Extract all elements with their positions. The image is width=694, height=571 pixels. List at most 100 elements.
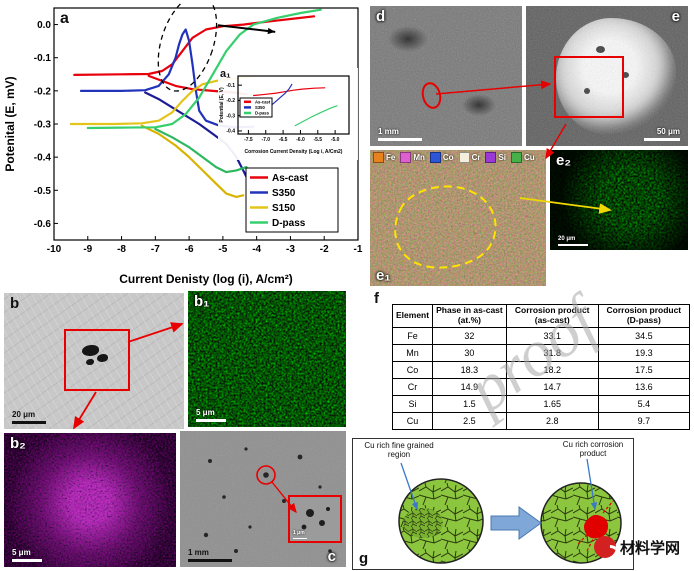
scalebar-c: 1 mm — [188, 549, 232, 562]
svg-text:-2: -2 — [320, 244, 329, 255]
corrosion-current-inset-chart: -7.5 -7.0 -6.5 -6.0 -5.5 -5.0 -0.1 -0.2 -0.3 -0.4… — [218, 68, 354, 161]
magnified-area-rect-annotation — [64, 329, 130, 391]
panel-d-sem-image: d 1 mm — [370, 6, 522, 146]
svg-text:-0.5: -0.5 — [34, 186, 52, 197]
fe-color-swatch — [373, 152, 384, 163]
eds-chip-si: Si — [485, 152, 506, 163]
table-row: Co 18.3 18.2 17.5 — [391, 360, 691, 379]
scalebar-d: 1 mm — [378, 128, 422, 141]
svg-text:-1: -1 — [354, 244, 363, 255]
cu-map-noise-texture — [188, 291, 346, 427]
scalebar-b1: 5 μm — [196, 409, 226, 422]
sem-noise-texture — [526, 6, 688, 146]
panel-label-d: d — [376, 8, 386, 25]
brand-logo-icon — [594, 536, 616, 558]
inclusion-particle — [86, 359, 94, 365]
scalebar-b1-bar — [196, 419, 226, 422]
svg-text:-6: -6 — [185, 244, 194, 255]
svg-text:S350: S350 — [272, 188, 296, 199]
scalebar-c-inset: 1 μm — [293, 529, 307, 539]
scalebar-e2-bar — [558, 244, 588, 246]
scalebar-d-bar — [378, 138, 422, 141]
mn-color-swatch — [400, 152, 412, 163]
svg-text:Corrosion Current Density (Log: Corrosion Current Density (Log i, A/Cm2) — [245, 149, 343, 155]
fine-grained-region — [403, 508, 443, 538]
eds-noise-texture — [370, 150, 546, 286]
eds-chip-cu: Cu — [511, 152, 535, 163]
panel-e1-eds-map: Fe Mn Co Cr Si Cu e₁ — [370, 150, 546, 286]
panel-b-sem-image: b 20 μm — [4, 293, 184, 429]
table-row: Si 1.5 1.65 5.4 — [391, 394, 691, 413]
table-row: Cu 2.5 2.8 9.7 — [391, 411, 691, 430]
svg-text:D-pass: D-pass — [255, 110, 270, 115]
scalebar-c-inset-label: 1 μm — [293, 529, 305, 536]
scalebar-b2-bar — [12, 559, 42, 562]
svg-text:-0.6: -0.6 — [34, 219, 52, 230]
svg-text:-3: -3 — [286, 244, 295, 255]
inset-chart-svg: -7.5 -7.0 -6.5 -6.0 -5.5 -5.0 -0.1 -0.2 -0.3 -0.4… — [219, 75, 350, 155]
panel-label-e2: e₂ — [556, 152, 572, 169]
svg-text:Potential (E, V): Potential (E, V) — [219, 87, 225, 123]
table-row: Mn 30 31.8 19.3 — [391, 343, 691, 362]
brand-name: 材料学网 — [620, 539, 681, 557]
svg-text:0.0: 0.0 — [37, 20, 51, 31]
left-leader-arrow — [400, 462, 418, 511]
svg-text:-9: -9 — [83, 244, 92, 255]
svg-text:-4: -4 — [252, 244, 261, 255]
svg-text:-6.5: -6.5 — [279, 137, 288, 143]
scalebar-e2-label: 20 μm — [558, 236, 576, 242]
main-chart-svg: -10 -9 -8 -7 -6 -5 -4 -3 -2 -1 0.0 -0.1 -0.2 -0.3 -0.4… — [3, 2, 363, 286]
composition-table: Element Phase in as-cast (at.%) Corrosion … — [391, 304, 691, 430]
scalebar-e: 50 μm — [644, 128, 680, 141]
cu-rich-region-outline — [394, 185, 497, 269]
scalebar-b2: 5 μm — [12, 549, 42, 562]
svg-text:-0.4: -0.4 — [226, 129, 235, 135]
panel-label-a1: a₁ — [220, 68, 231, 80]
panel-label-b1: b₁ — [194, 293, 210, 310]
panel-label-c: c — [327, 548, 336, 565]
sem-dark-region — [462, 94, 496, 116]
scalebar-c-label: 1 mm — [188, 548, 209, 557]
scalebar-e2: 20 μm — [558, 236, 588, 246]
table-row: Cr 14.9 14.7 13.6 — [391, 377, 691, 396]
panel-label-a: a — [60, 10, 69, 27]
panel-a-polarization-chart: -10 -9 -8 -7 -6 -5 -4 -3 -2 -1 0.0 -0.1 -0.2 -0.3 -0.4… — [2, 2, 364, 288]
magnified-speck-inset: 1 μm — [288, 495, 342, 543]
scalebar-b-label: 20 μm — [12, 410, 36, 419]
svg-text:D-pass: D-pass — [272, 218, 306, 229]
panel-e-sem-image: e 50 μm — [526, 6, 688, 146]
svg-text:-0.3: -0.3 — [34, 120, 52, 131]
svg-text:-0.4: -0.4 — [34, 153, 52, 164]
sem-dark-region — [388, 26, 428, 52]
svg-text:S150: S150 — [272, 203, 296, 214]
panel-label-b2: b₂ — [10, 435, 26, 452]
speck-circle-annotation — [256, 465, 276, 485]
scalebar-d-label: 1 mm — [378, 127, 399, 136]
panel-label-g: g — [359, 550, 369, 567]
table-col-header: Corrosion product (as-cast) — [505, 304, 599, 328]
svg-text:-7.0: -7.0 — [261, 137, 270, 143]
brand-watermark: 材料学网 — [594, 536, 680, 558]
scalebar-b2-label: 5 μm — [12, 548, 31, 557]
svg-text:Current Denisty (log (i), A/cm: Current Denisty (log (i), A/cm²) — [119, 272, 293, 286]
svg-text:-5: -5 — [218, 244, 227, 255]
scalebar-e-label: 50 μm — [656, 127, 680, 136]
table-row: Fe 32 33.1 34.5 — [391, 326, 691, 345]
scalebar-c-inset-bar — [293, 537, 307, 539]
scalebar-b-bar — [12, 421, 46, 424]
process-arrow-icon — [490, 506, 542, 540]
scalebar-c-bar — [188, 559, 232, 562]
panel-label-e: e — [671, 8, 680, 25]
inset-specks — [301, 507, 330, 530]
panel-c-sem-image: 1 μm c 1 mm — [180, 431, 346, 567]
inclusion-particle — [97, 354, 108, 362]
corrosion-product-label: Cu rich corrosion product — [562, 440, 624, 459]
cu-color-swatch — [511, 152, 523, 163]
svg-text:-5.0: -5.0 — [331, 137, 340, 143]
svg-text:-0.2: -0.2 — [226, 98, 235, 104]
svg-text:-0.1: -0.1 — [34, 53, 52, 64]
scalebar-b: 20 μm — [12, 411, 46, 424]
eds-chip-co: Co — [429, 152, 454, 163]
table-header: Element Phase in as-cast (at.%) Corrosion … — [391, 304, 691, 328]
svg-text:-0.1: -0.1 — [226, 83, 235, 89]
